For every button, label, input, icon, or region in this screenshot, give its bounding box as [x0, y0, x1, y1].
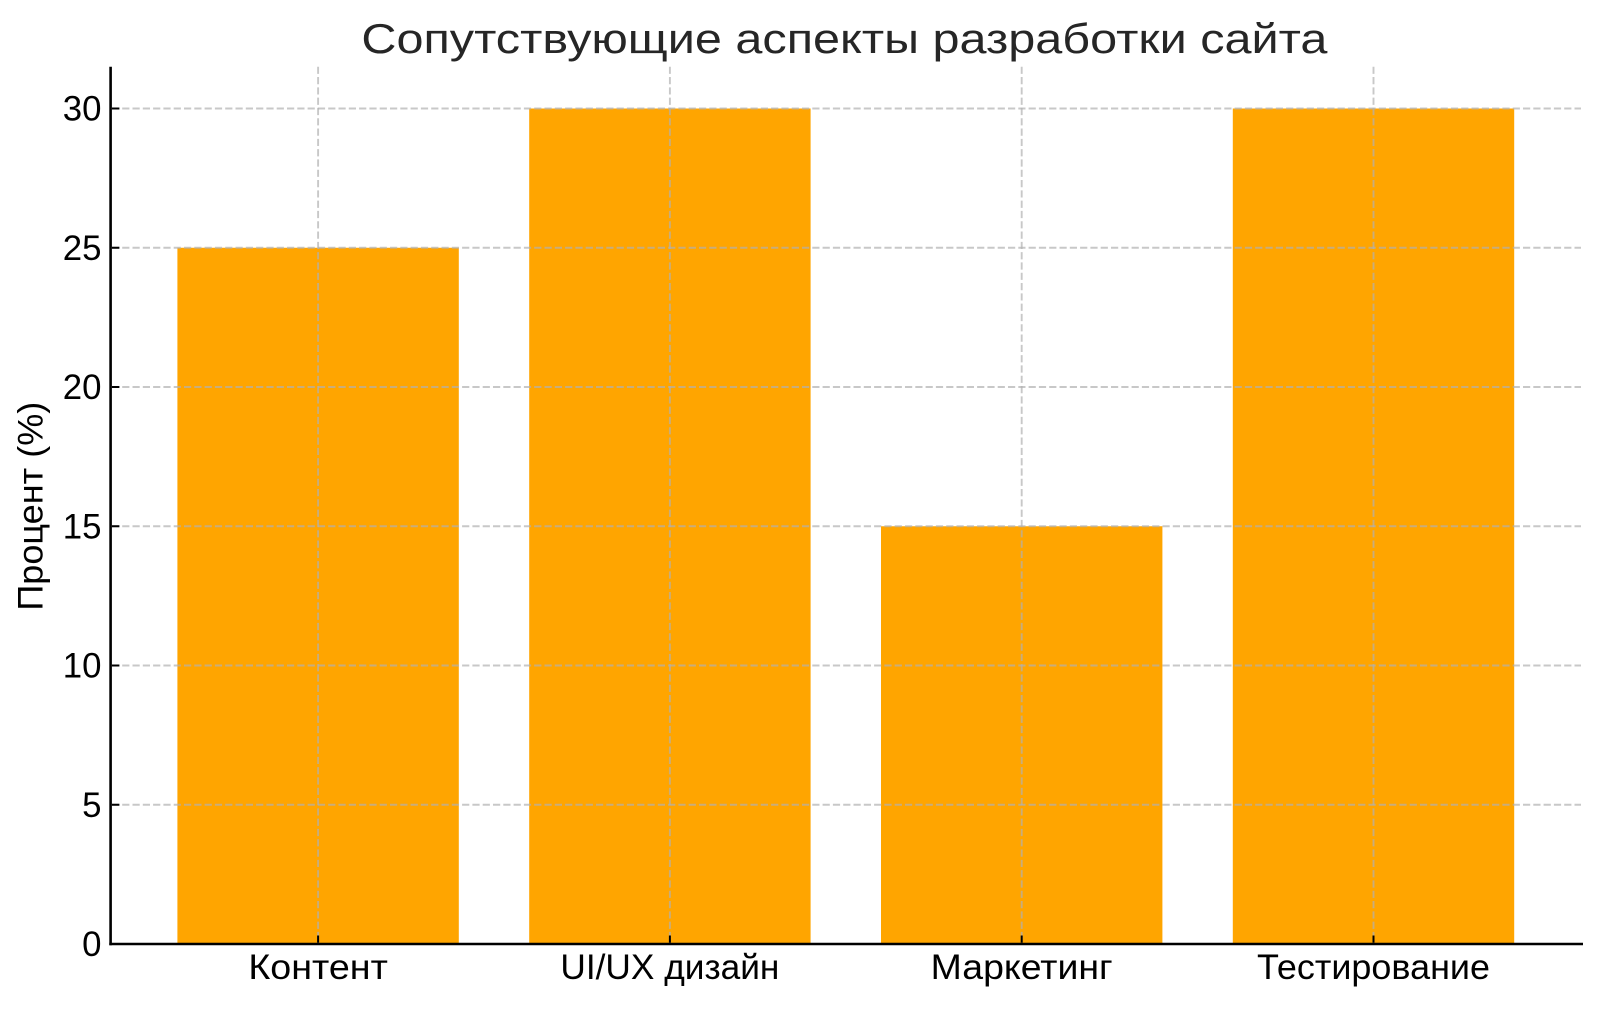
- svg-text:5: 5: [82, 786, 101, 825]
- svg-text:Контент: Контент: [248, 948, 388, 987]
- svg-text:30: 30: [63, 90, 102, 129]
- svg-text:Процент (%): Процент (%): [12, 402, 51, 611]
- svg-text:Тестирование: Тестирование: [1257, 948, 1490, 987]
- svg-text:15: 15: [63, 507, 102, 546]
- svg-text:UI/UX дизайн: UI/UX дизайн: [560, 948, 779, 987]
- svg-text:Маркетинг: Маркетинг: [931, 948, 1113, 987]
- svg-text:10: 10: [63, 647, 102, 686]
- svg-text:20: 20: [63, 368, 102, 407]
- svg-text:25: 25: [63, 229, 102, 268]
- svg-text:0: 0: [82, 925, 101, 964]
- svg-text:Сопутствующие аспекты разработ: Сопутствующие аспекты разработки сайта: [361, 15, 1328, 62]
